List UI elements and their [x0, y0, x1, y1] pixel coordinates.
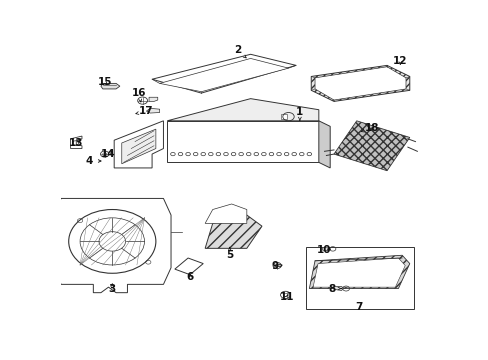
Polygon shape	[318, 121, 329, 168]
Text: 5: 5	[225, 247, 233, 260]
Polygon shape	[146, 108, 159, 113]
Polygon shape	[152, 54, 296, 93]
Polygon shape	[101, 84, 120, 89]
Polygon shape	[70, 136, 82, 149]
Polygon shape	[311, 66, 409, 102]
Text: 7: 7	[354, 302, 362, 312]
Text: 12: 12	[392, 56, 407, 66]
Text: 6: 6	[186, 273, 193, 283]
Text: 16: 16	[131, 88, 146, 102]
Text: 14: 14	[101, 149, 116, 159]
Text: 10: 10	[317, 245, 331, 255]
Polygon shape	[312, 258, 405, 287]
Polygon shape	[309, 255, 409, 288]
Text: 17: 17	[136, 106, 153, 116]
Polygon shape	[175, 258, 203, 275]
Text: 4: 4	[86, 156, 101, 166]
Polygon shape	[314, 67, 405, 100]
Polygon shape	[159, 58, 288, 92]
Polygon shape	[322, 247, 329, 251]
Polygon shape	[149, 97, 158, 102]
Polygon shape	[167, 99, 318, 121]
Text: 8: 8	[328, 284, 341, 293]
Polygon shape	[205, 204, 246, 223]
Polygon shape	[167, 121, 318, 162]
Polygon shape	[333, 287, 343, 291]
FancyBboxPatch shape	[305, 247, 413, 309]
Text: 9: 9	[271, 261, 282, 271]
Text: 13: 13	[69, 138, 83, 148]
Text: 15: 15	[97, 77, 112, 87]
Polygon shape	[205, 215, 262, 248]
Polygon shape	[280, 114, 286, 119]
Text: 18: 18	[361, 123, 378, 133]
Text: 3: 3	[108, 284, 116, 293]
Polygon shape	[114, 121, 163, 168]
Text: 2: 2	[233, 45, 246, 58]
Polygon shape	[54, 198, 171, 293]
Text: 11: 11	[279, 292, 293, 302]
Polygon shape	[122, 129, 156, 164]
Text: 1: 1	[296, 108, 303, 120]
Polygon shape	[333, 121, 409, 171]
